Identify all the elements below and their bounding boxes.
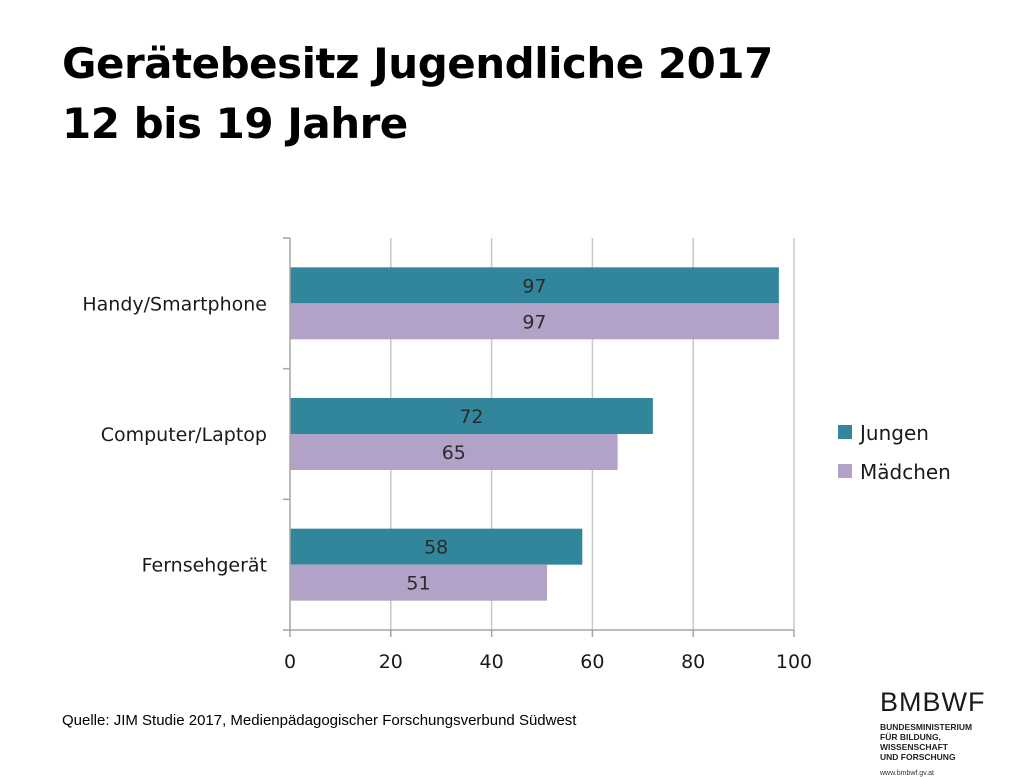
- logo-wordmark: BMBWF: [880, 687, 986, 717]
- data-label: 58: [424, 537, 448, 559]
- legend-swatch: [838, 425, 852, 439]
- x-tick-label: 20: [379, 651, 403, 673]
- bar-chart: 0 20 40 60 80 100 97 97 Handy/Smartphone 72 65 Comp…: [82, 237, 951, 673]
- data-label: 65: [442, 442, 466, 464]
- x-tick-label: 0: [284, 651, 296, 673]
- logo-subtitle-line-2: FÜR BILDUNG, WISSENSCHAFT: [880, 732, 948, 752]
- category-label: Handy/Smartphone: [82, 293, 267, 315]
- data-label: 97: [522, 311, 546, 333]
- bar: [290, 303, 779, 340]
- x-tick-label: 60: [580, 651, 604, 673]
- labels: 0 20 40 60 80 100 97 97 Handy/Smartphone 72 65 Comp…: [82, 275, 812, 673]
- category-label: Fernsehgerät: [142, 555, 267, 577]
- logo-subtitle-line-1: BUNDESMINISTERIUM: [880, 722, 973, 732]
- bar: [290, 434, 618, 470]
- legend-swatch: [838, 464, 852, 478]
- logo-url: www.bmbwf.gv.at: [880, 770, 934, 777]
- x-tick-label: 40: [480, 651, 504, 673]
- bar: [290, 528, 583, 565]
- data-label: 51: [406, 573, 430, 595]
- legend-label: Mädchen: [860, 460, 951, 484]
- legend-label: Jungen: [858, 421, 929, 445]
- x-tick-label: 100: [776, 651, 812, 673]
- x-tick-label: 80: [681, 651, 705, 673]
- page-title: Gerätebesitz Jugendliche 2017 12 bis 19 …: [62, 34, 773, 154]
- bar: [290, 398, 653, 434]
- source-note: Quelle: JIM Studie 2017, Medienpädagogis…: [62, 712, 577, 729]
- bmbwf-logo: BMBWF BUNDESMINISTERIUM FÜR BILDUNG, WIS…: [880, 688, 1010, 777]
- data-label: 97: [522, 275, 546, 297]
- bar: [290, 267, 779, 304]
- title-line-1: Gerätebesitz Jugendliche 2017: [62, 39, 773, 88]
- logo-subtitle: BUNDESMINISTERIUM FÜR BILDUNG, WISSENSCH…: [880, 722, 1010, 762]
- logo-subtitle-line-3: UND FORSCHUNG: [880, 752, 956, 762]
- title-line-2: 12 bis 19 Jahre: [62, 99, 408, 148]
- axes: [283, 237, 795, 637]
- category-label: Computer/Laptop: [101, 424, 267, 446]
- bar: [290, 564, 548, 601]
- bars: [290, 267, 779, 601]
- legend: Jungen Mädchen: [838, 421, 951, 484]
- data-label: 72: [459, 406, 483, 428]
